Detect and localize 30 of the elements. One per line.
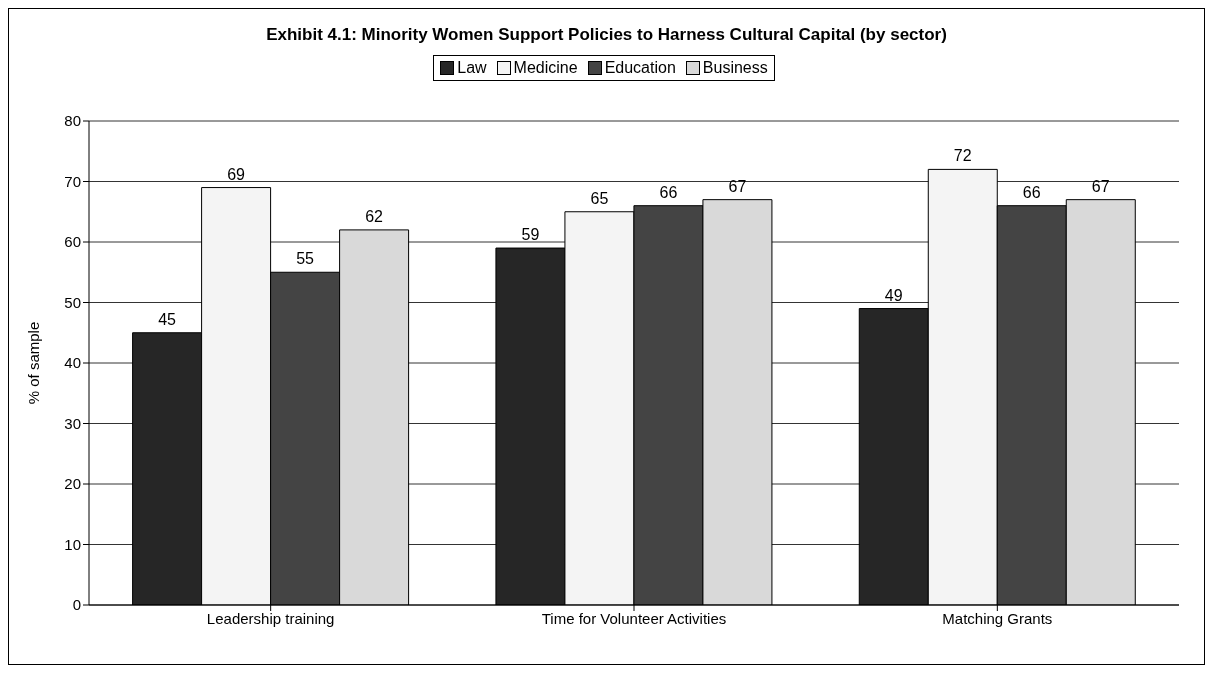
x-tick-label: Matching Grants xyxy=(942,609,1053,627)
data-label: 67 xyxy=(728,177,747,195)
data-label: 69 xyxy=(227,165,246,183)
y-tick-label: 40 xyxy=(64,354,81,372)
y-tick-label: 0 xyxy=(72,596,81,614)
legend-label: Law xyxy=(456,59,487,77)
legend-label: Medicine xyxy=(512,59,578,77)
x-tick-label: Time for Volunteer Activities xyxy=(541,609,727,627)
data-label: 55 xyxy=(296,250,315,268)
chart-title: Exhibit 4.1: Minority Women Support Policies to Harness Cultural Capital (by sector) xyxy=(265,25,948,45)
y-tick-label: 10 xyxy=(64,535,81,553)
x-tick-label: Leadership training xyxy=(206,609,335,627)
y-tick-label: 70 xyxy=(64,172,81,190)
data-label: 67 xyxy=(1091,177,1110,195)
data-label: 66 xyxy=(659,183,678,201)
data-label: 59 xyxy=(521,226,540,244)
data-label: 72 xyxy=(953,147,972,165)
y-tick-label: 50 xyxy=(64,293,81,311)
data-label: 62 xyxy=(365,207,384,225)
y-tick-label: 60 xyxy=(64,233,81,251)
data-label: 65 xyxy=(590,189,609,207)
y-tick-label: 20 xyxy=(64,475,81,493)
data-label: 45 xyxy=(158,310,177,328)
y-axis-title: % of sample xyxy=(25,321,43,405)
legend-label: Education xyxy=(603,59,676,77)
y-tick-label: 30 xyxy=(64,414,81,432)
data-label: 66 xyxy=(1022,183,1041,201)
y-tick-label: 80 xyxy=(64,112,81,130)
data-label: 49 xyxy=(884,286,903,304)
legend-label: Business xyxy=(701,59,768,77)
